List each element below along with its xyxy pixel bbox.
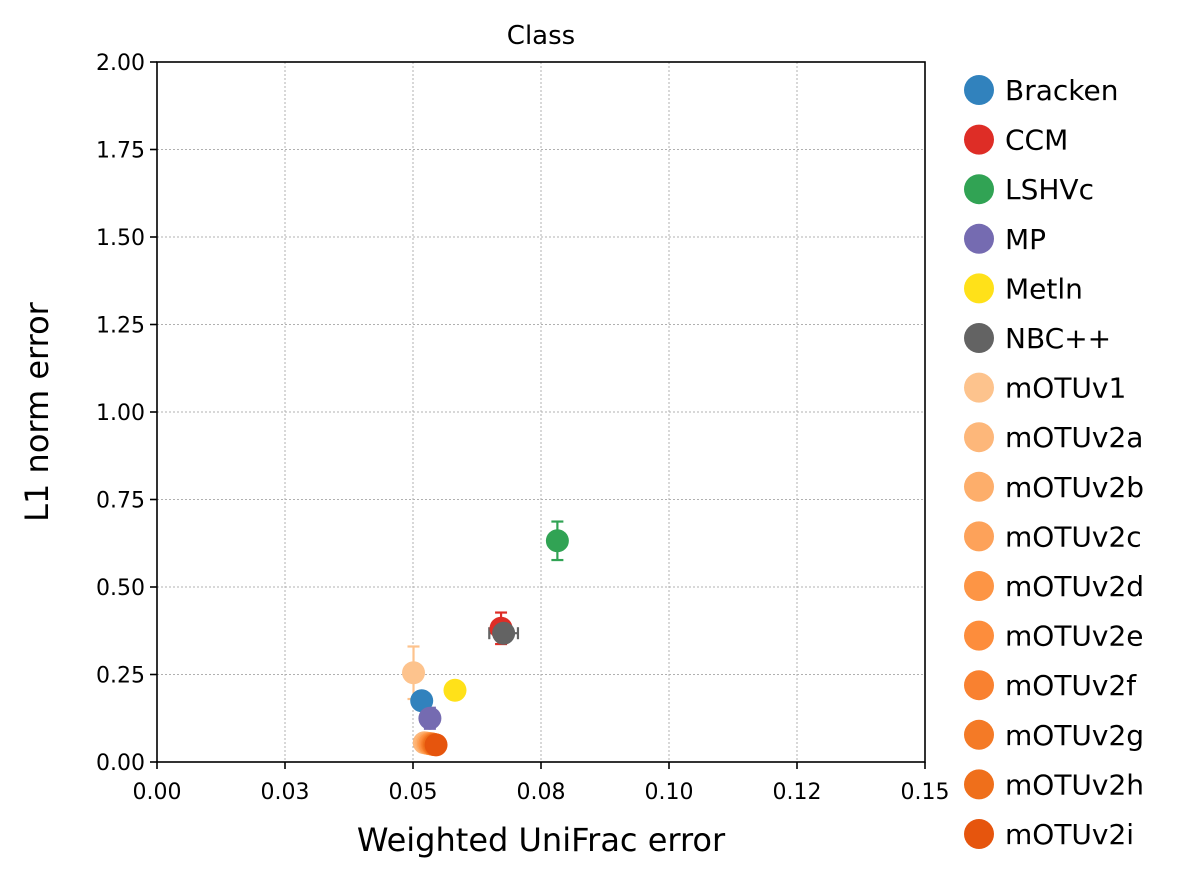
x-tick-label: 0.00 bbox=[133, 780, 182, 805]
y-tick-label: 1.25 bbox=[96, 314, 145, 339]
x-tick-label: 0.05 bbox=[389, 780, 438, 805]
legend-label: NBC++ bbox=[1005, 322, 1111, 355]
y-tick-label: 1.00 bbox=[96, 401, 145, 426]
x-tick-label: 0.12 bbox=[773, 780, 822, 805]
y-tick-label: 1.75 bbox=[96, 139, 145, 164]
legend-marker bbox=[964, 323, 994, 353]
legend-label: CCM bbox=[1005, 124, 1068, 157]
legend-label: mOTUv2b bbox=[1005, 471, 1144, 504]
legend-marker bbox=[964, 422, 994, 453]
y-tick-label: 0.75 bbox=[96, 489, 145, 514]
point-mp bbox=[418, 706, 442, 730]
y-axis-title: L1 norm error bbox=[18, 301, 56, 521]
y-tick-label: 0.50 bbox=[96, 576, 145, 601]
legend-label: Bracken bbox=[1005, 74, 1118, 107]
legend-item: Bracken bbox=[964, 74, 1118, 107]
legend-marker bbox=[964, 273, 994, 304]
point-bracken bbox=[410, 689, 434, 713]
legend: Bracken CCM LSHVc MP Metln NBC++ mOTUv1 mOTUv2a… bbox=[964, 74, 1144, 851]
x-tick-label: 0.10 bbox=[645, 780, 694, 805]
legend-label: mOTUv2f bbox=[1005, 669, 1137, 702]
y-tick-label: 1.50 bbox=[96, 226, 145, 251]
legend-marker bbox=[964, 769, 994, 800]
legend-item: mOTUv2i bbox=[964, 818, 1134, 851]
x-tick-label: 0.15 bbox=[901, 780, 950, 805]
legend-label: LSHVc bbox=[1005, 173, 1094, 206]
legend-marker bbox=[964, 471, 994, 502]
legend-label: mOTUv2d bbox=[1005, 570, 1144, 603]
legend-label: mOTUv2c bbox=[1005, 520, 1142, 553]
legend-marker bbox=[964, 670, 994, 701]
legend-item: mOTUv2d bbox=[964, 570, 1144, 603]
legend-marker bbox=[964, 124, 994, 155]
legend-item: MP bbox=[964, 223, 1046, 256]
legend-label: mOTUv2g bbox=[1005, 719, 1144, 752]
legend-marker bbox=[964, 223, 994, 254]
legend-label: mOTUv2h bbox=[1005, 768, 1144, 801]
legend-marker bbox=[964, 719, 994, 750]
legend-label: Metln bbox=[1005, 272, 1083, 305]
legend-marker bbox=[964, 372, 994, 403]
legend-label: MP bbox=[1005, 223, 1046, 256]
legend-item: Metln bbox=[964, 272, 1083, 305]
y-tick-label: 0.25 bbox=[96, 664, 145, 689]
y-tick-label: 0.00 bbox=[96, 751, 145, 776]
legend-label: mOTUv1 bbox=[1005, 372, 1126, 405]
legend-item: mOTUv2c bbox=[964, 520, 1142, 553]
grid-lines bbox=[157, 62, 925, 762]
x-tick-label: 0.03 bbox=[261, 780, 310, 805]
chart-title: Class bbox=[507, 21, 575, 51]
legend-label: mOTUv2e bbox=[1005, 620, 1144, 653]
axis-ticks: 0.00 0.03 0.05 0.08 0.10 0.12 0.15 0.00 0.25 0.50… bbox=[96, 51, 949, 805]
point-metln bbox=[443, 678, 467, 702]
legend-marker bbox=[964, 521, 994, 552]
legend-item: LSHVc bbox=[964, 173, 1094, 206]
point-nbc- bbox=[492, 621, 516, 645]
legend-label: mOTUv2i bbox=[1005, 818, 1134, 851]
legend-label: mOTUv2a bbox=[1005, 421, 1143, 454]
legend-item: mOTUv2e bbox=[964, 620, 1144, 653]
legend-item: mOTUv2h bbox=[964, 768, 1144, 801]
legend-item: mOTUv2a bbox=[964, 421, 1143, 454]
legend-marker bbox=[964, 819, 994, 849]
legend-marker bbox=[964, 174, 994, 205]
legend-item: NBC++ bbox=[964, 322, 1111, 355]
legend-item: CCM bbox=[964, 124, 1068, 157]
legend-marker bbox=[964, 571, 994, 601]
legend-item: mOTUv2g bbox=[964, 719, 1144, 752]
point-motuv1 bbox=[402, 661, 426, 685]
y-tick-label: 2.00 bbox=[96, 51, 145, 76]
legend-item: mOTUv1 bbox=[964, 372, 1126, 405]
legend-marker bbox=[964, 620, 994, 651]
x-axis-title: Weighted UniFrac error bbox=[357, 821, 726, 859]
point-lshvc bbox=[545, 529, 569, 553]
legend-item: mOTUv2b bbox=[964, 471, 1144, 504]
point-motuv2i bbox=[424, 733, 448, 757]
legend-item: mOTUv2f bbox=[964, 669, 1137, 702]
x-tick-label: 0.08 bbox=[517, 780, 566, 805]
legend-marker bbox=[964, 75, 994, 105]
data-points bbox=[402, 529, 569, 757]
